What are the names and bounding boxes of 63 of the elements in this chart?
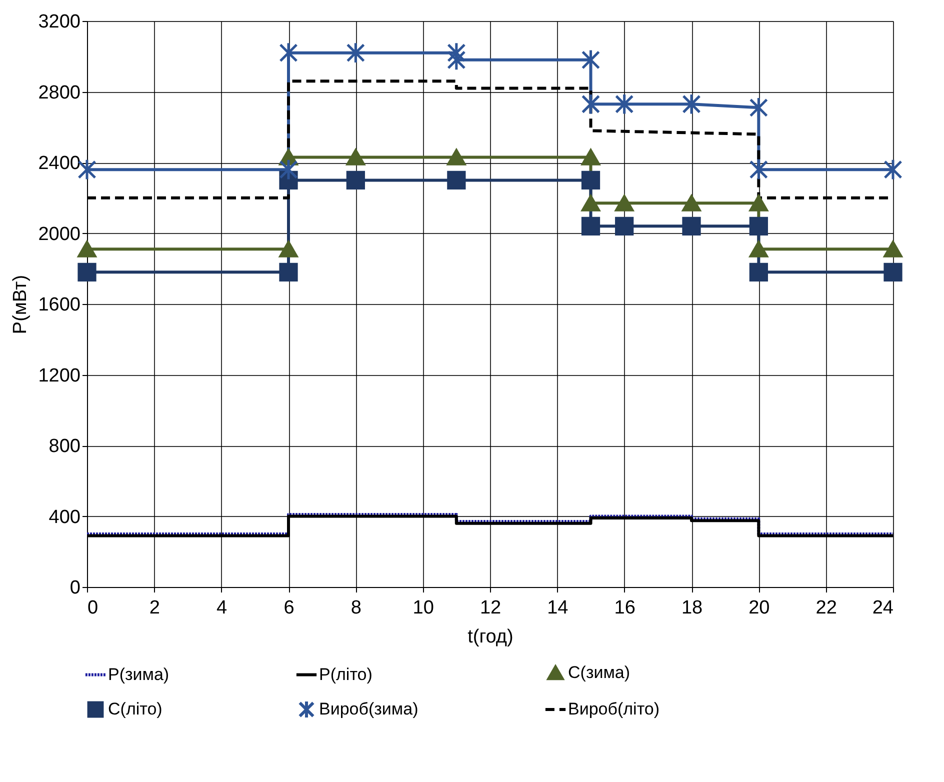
point <box>279 158 298 180</box>
point <box>884 158 902 180</box>
x-tick-label: 6 <box>284 598 294 618</box>
x-tick-label: 0 <box>88 598 98 618</box>
point <box>78 240 96 258</box>
point <box>346 42 365 64</box>
point <box>581 93 600 116</box>
point <box>447 170 466 190</box>
y-tick-label: 800 <box>48 436 80 457</box>
point <box>884 240 902 258</box>
point <box>749 96 768 119</box>
point <box>581 216 600 236</box>
x-axis-title: t(год) <box>468 626 514 648</box>
point <box>682 93 701 116</box>
point <box>279 240 298 258</box>
legend-label: С(зима) <box>568 662 630 682</box>
x-tick-label: 4 <box>216 598 228 618</box>
legend-label: P(зима) <box>108 664 170 684</box>
point <box>279 42 298 64</box>
x-tick-label: 16 <box>614 598 636 618</box>
x-tick-label: 10 <box>412 598 434 618</box>
x-tick-label: 18 <box>681 598 703 618</box>
x-tick-label: 2 <box>149 598 160 618</box>
point <box>78 262 96 282</box>
legend-label: P(літо) <box>319 664 372 684</box>
point <box>581 48 600 71</box>
point <box>682 194 701 212</box>
point <box>749 194 768 212</box>
x-tick-label: 8 <box>350 598 362 618</box>
x-tick-label: 22 <box>816 598 837 618</box>
point <box>346 148 365 166</box>
point <box>615 93 634 116</box>
x-tick-label: 20 <box>748 598 770 618</box>
point <box>346 170 365 190</box>
legend-label: С(літо) <box>108 700 162 718</box>
point <box>749 158 768 180</box>
y-tick-label: 2800 <box>38 82 80 104</box>
point <box>749 262 768 282</box>
y-axis-title: P(мВт) <box>10 274 32 334</box>
y-tick-label: 1200 <box>38 365 80 386</box>
x-tick-label: 12 <box>480 598 502 618</box>
point <box>749 240 768 258</box>
point <box>581 170 600 190</box>
point <box>581 148 600 166</box>
legend-label: Вироб(літо) <box>568 700 660 718</box>
point <box>615 194 634 212</box>
point <box>447 42 466 64</box>
point <box>581 194 600 212</box>
y-tick-label: 3200 <box>38 12 80 32</box>
legend-label: Вироб(зима) <box>319 700 418 718</box>
y-tick-label: 1600 <box>38 294 80 316</box>
x-tick-label: 24 <box>872 598 894 618</box>
point <box>447 148 466 166</box>
point <box>279 262 298 282</box>
y-tick-label: 400 <box>48 506 80 528</box>
x-tick-label: 14 <box>547 598 569 618</box>
y-tick-label: 0 <box>70 578 80 598</box>
point <box>682 216 701 236</box>
y-tick-label: 2400 <box>38 153 80 174</box>
point <box>749 216 768 236</box>
point <box>884 262 902 282</box>
point <box>615 216 634 236</box>
y-tick-label: 2000 <box>38 224 80 245</box>
